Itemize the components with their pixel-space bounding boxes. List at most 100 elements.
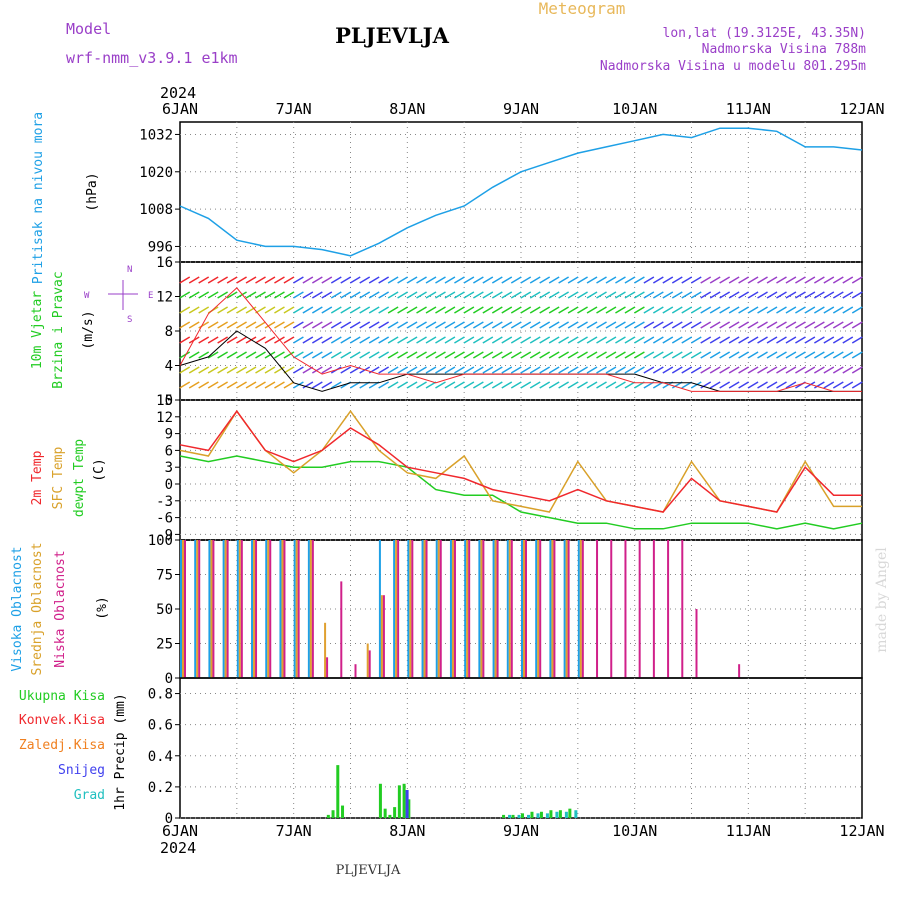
- wind-barbs: [179, 276, 863, 389]
- legend-south: S: [127, 315, 132, 325]
- cloud-bar: [596, 540, 599, 678]
- wind-barb: [444, 336, 456, 344]
- bottom-time-axis: 6JAN 7JAN 8JAN 9JAN 10JAN 11JAN 12JAN: [162, 822, 885, 840]
- cloud-bar: [506, 540, 509, 678]
- wind-barb: [359, 306, 371, 314]
- wind-barb: [406, 381, 418, 389]
- wind-barb: [368, 351, 380, 359]
- wind-barb: [643, 276, 655, 284]
- wind-barb: [596, 306, 607, 314]
- cloud-tick-label: 50: [156, 602, 173, 618]
- cloud-bar: [251, 540, 254, 678]
- wind-barb: [785, 321, 797, 329]
- wind-barb: [368, 321, 380, 329]
- wind-barb: [501, 336, 513, 344]
- wind-barb: [236, 306, 247, 314]
- wind-barb: [501, 291, 513, 299]
- wind-barb: [378, 381, 390, 389]
- cloud-bar: [425, 540, 428, 678]
- wind-barb: [207, 276, 219, 284]
- wind-barb: [188, 306, 200, 314]
- wind-barb: [226, 306, 238, 314]
- bottom-date-label: 9JAN: [503, 822, 539, 840]
- precip-bar: [336, 765, 340, 818]
- wind-barb: [747, 276, 759, 284]
- wind-barb: [690, 291, 702, 299]
- wind-barb: [548, 321, 560, 329]
- wind-barb: [226, 336, 238, 344]
- cloud-bar: [265, 540, 268, 678]
- wind-barb: [634, 276, 645, 284]
- wind-barb: [823, 351, 835, 359]
- cloud-bar: [468, 540, 471, 678]
- wind-barb: [624, 306, 636, 314]
- wind-barb: [615, 351, 626, 359]
- wind-barb: [302, 381, 314, 389]
- wind-barb: [700, 336, 712, 344]
- wind-barb: [236, 366, 247, 374]
- wind-barb: [520, 351, 532, 359]
- wind-barb: [245, 366, 257, 374]
- wind-barb: [662, 351, 674, 359]
- wind-barb: [264, 321, 276, 329]
- wind-barb: [634, 306, 645, 314]
- temp-tick-label: 9: [165, 427, 173, 443]
- cloud-bar: [435, 540, 438, 678]
- wind-barb: [255, 351, 266, 359]
- wind-barb: [690, 306, 702, 314]
- wind-barb: [425, 336, 437, 344]
- wind-barb: [349, 306, 361, 314]
- wind-barb: [311, 336, 323, 344]
- wind-barb: [766, 291, 778, 299]
- wind-tick-label: 16: [156, 255, 173, 271]
- wind-barb: [596, 366, 607, 374]
- wind-barb: [567, 291, 579, 299]
- wind-barb: [785, 306, 797, 314]
- cloud-bar: [236, 540, 239, 678]
- cloud-bar: [411, 540, 414, 678]
- wind-barb: [615, 336, 626, 344]
- cloud-bar: [508, 540, 511, 678]
- wind-barb: [795, 276, 806, 284]
- wind-barb: [283, 336, 295, 344]
- wind-barb: [340, 321, 352, 329]
- cloud-bar: [240, 540, 243, 678]
- wind-barb: [728, 276, 740, 284]
- wind-barb: [491, 291, 503, 299]
- cloud-panel: 0 25 50 75 100: [148, 533, 863, 687]
- wind-barb: [719, 276, 731, 284]
- wind-barb: [397, 381, 408, 389]
- wind-barb: [804, 291, 816, 299]
- wind-barb: [435, 381, 446, 389]
- wind-barb: [501, 381, 513, 389]
- top-time-axis: 6JAN 7JAN 8JAN 9JAN 10JAN 11JAN 12JAN: [162, 100, 885, 118]
- wind-barb: [482, 351, 494, 359]
- wind-barb: [776, 291, 787, 299]
- legend-north: N: [127, 265, 132, 275]
- precip-bar: [383, 808, 387, 818]
- wind-barb: [577, 381, 588, 389]
- cloud-bar: [535, 540, 538, 678]
- cloud-label-2: Srednja Oblacnost: [30, 542, 45, 675]
- wind-barb: [387, 351, 399, 359]
- wind-barb: [605, 291, 617, 299]
- wind-barb: [652, 366, 664, 374]
- cloud-bar: [326, 657, 329, 678]
- wind-barb: [463, 321, 475, 329]
- wind-barb: [501, 276, 513, 284]
- cloud-bar: [378, 540, 381, 678]
- wind-barb: [624, 381, 636, 389]
- wind-barb: [340, 366, 352, 374]
- wind-barb: [548, 291, 560, 299]
- cloud-bar: [180, 540, 182, 678]
- wind-barb: [738, 381, 749, 389]
- altitude: Nadmorska Visina 788m: [702, 42, 867, 57]
- wind-barb: [690, 321, 702, 329]
- wind-barb: [283, 366, 295, 374]
- temp-tick-label: -6: [156, 511, 173, 527]
- cloud-bar: [466, 540, 469, 678]
- cloud-bar: [437, 540, 440, 678]
- wind-barb: [274, 306, 285, 314]
- precip-bar: [405, 790, 409, 818]
